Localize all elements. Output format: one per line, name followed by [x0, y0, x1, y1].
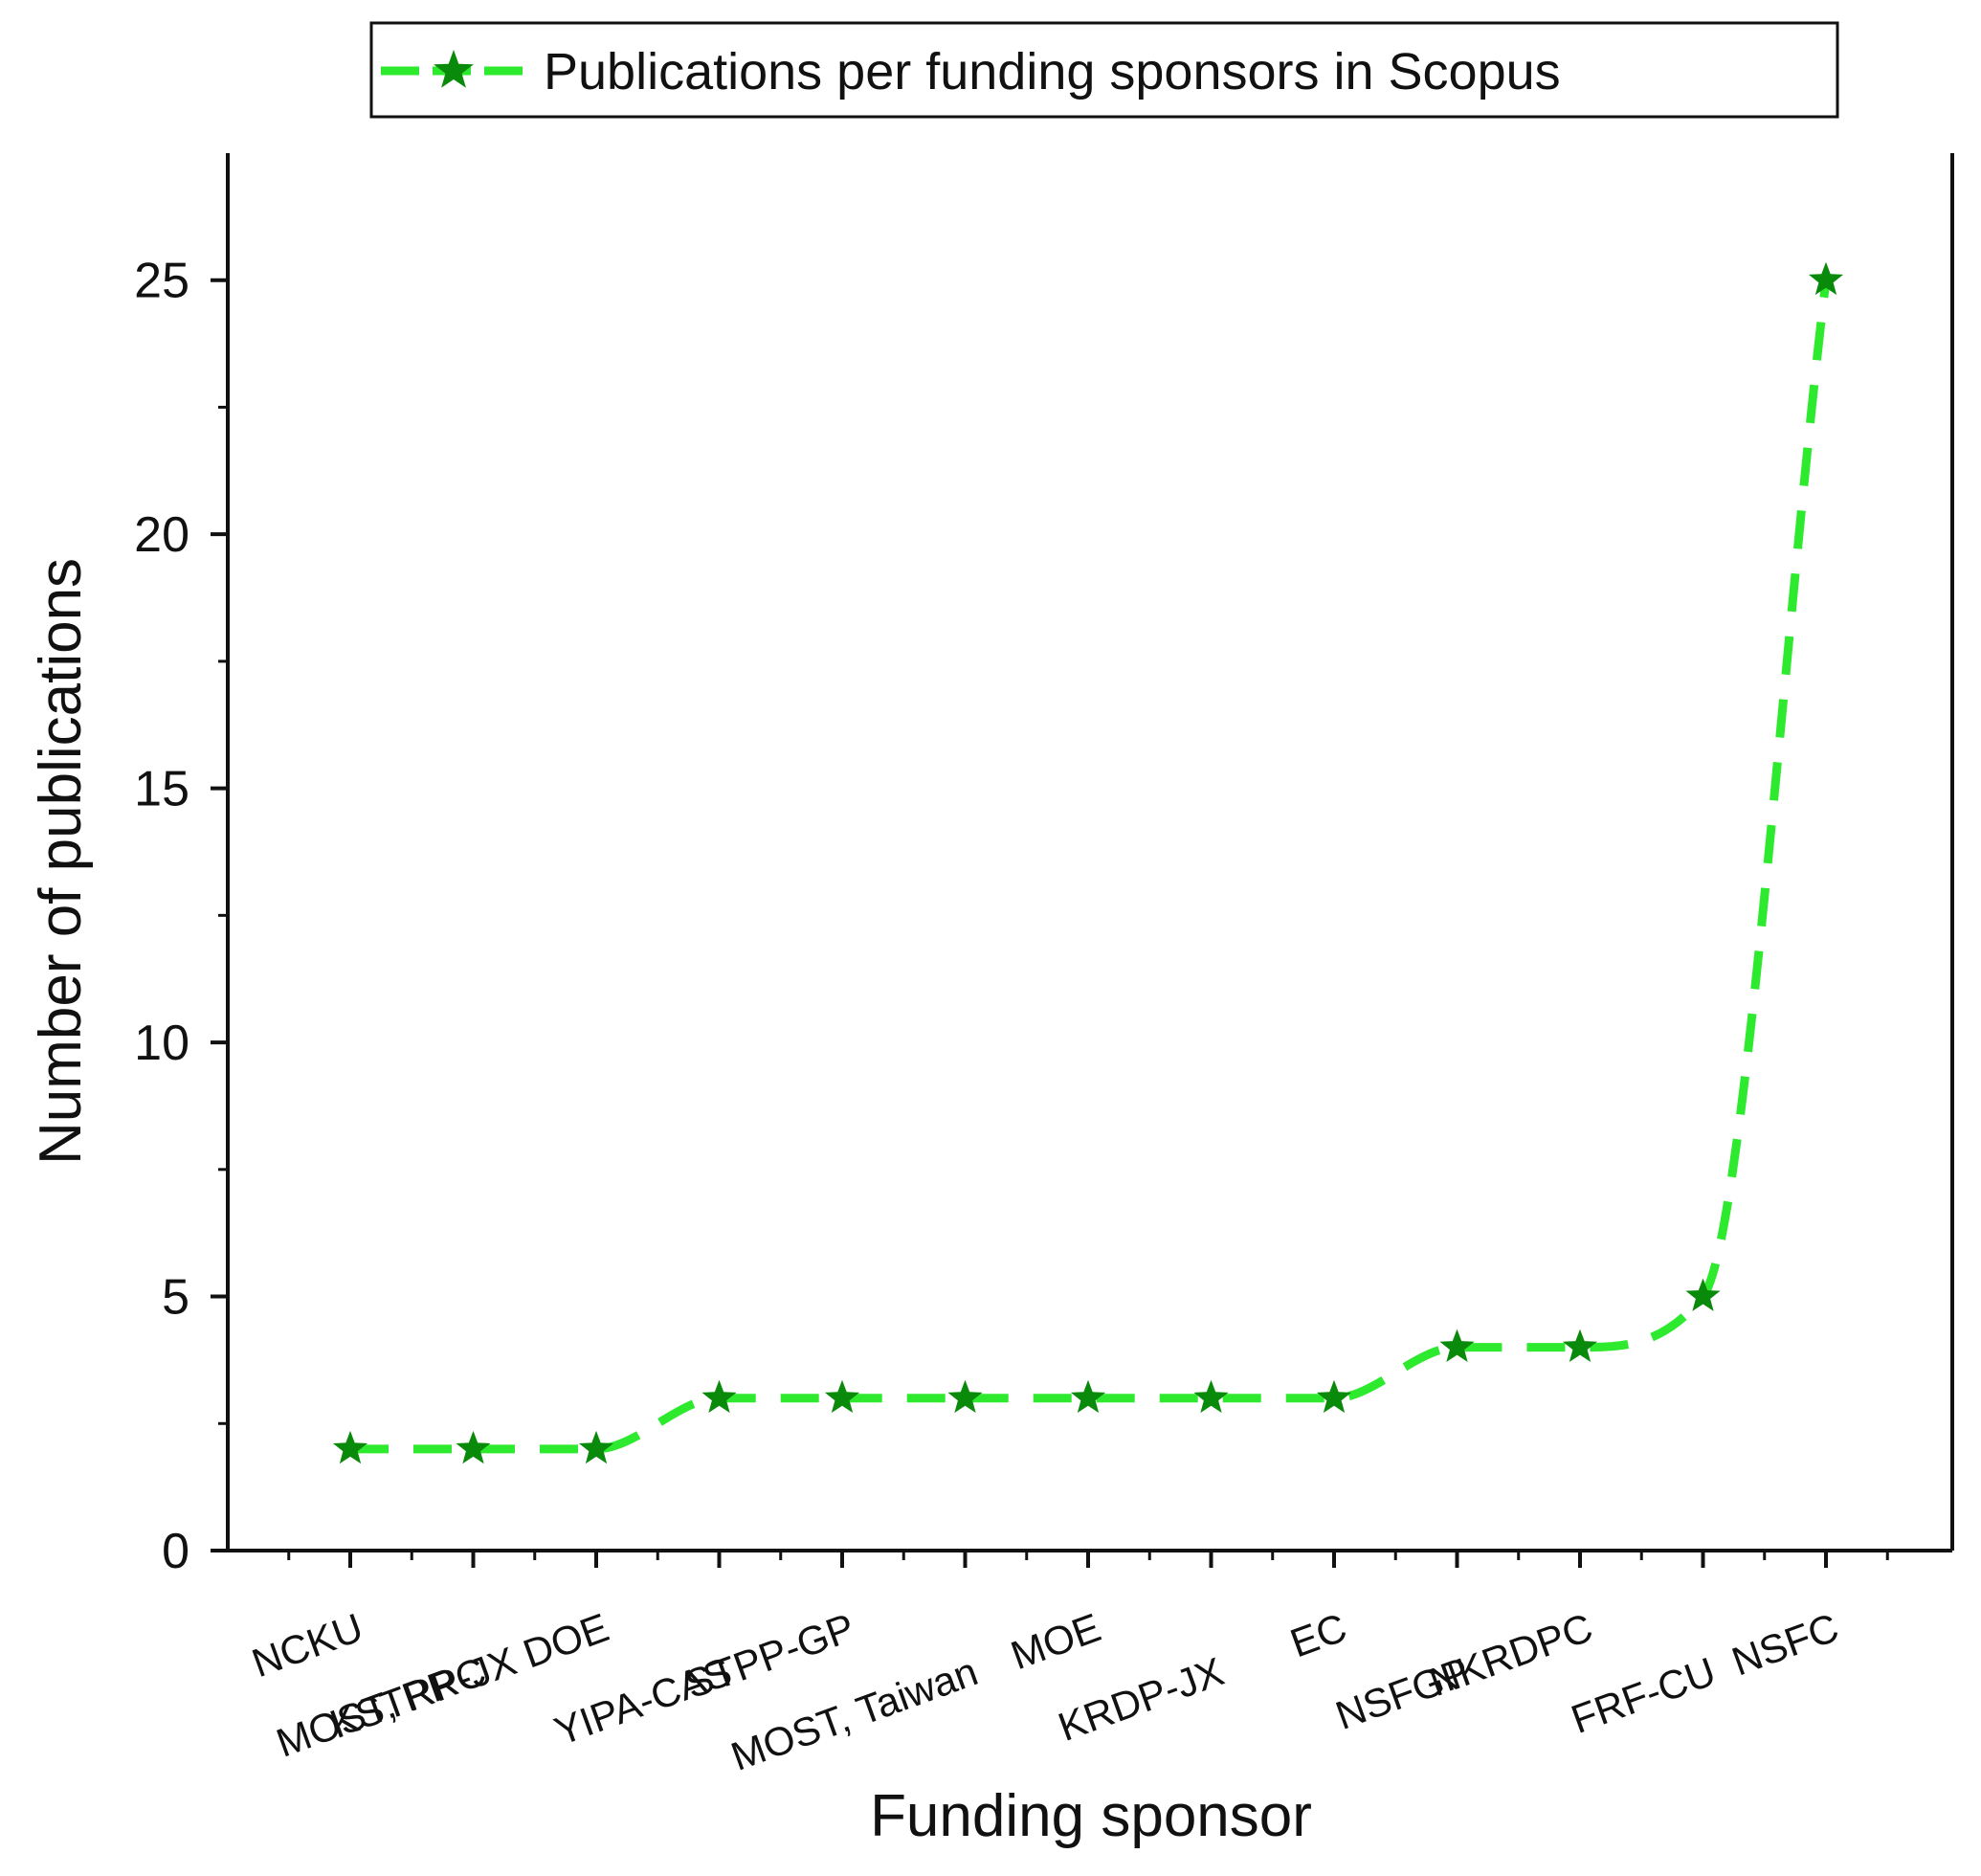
x-axis-label: Funding sponsor: [870, 1783, 1312, 1849]
legend-label: Publications per funding sponsors in Sco…: [544, 43, 1561, 100]
series-layer: [332, 261, 1844, 1464]
y-tick-label: 5: [162, 1270, 189, 1326]
data-point-star: [701, 1379, 737, 1414]
data-point-star: [1070, 1379, 1106, 1414]
data-point-star: [456, 1430, 491, 1464]
data-point-star: [947, 1379, 983, 1414]
y-tick-label: 20: [134, 507, 189, 563]
legend: Publications per funding sponsors in Sco…: [369, 21, 1839, 119]
x-tick-label: MOE: [1005, 1604, 1106, 1678]
x-tick-label: EC: [1284, 1604, 1352, 1665]
data-point-star: [824, 1379, 860, 1414]
x-tick-label: NCKU: [246, 1604, 368, 1686]
y-tick-label: 15: [134, 762, 189, 817]
data-point-star: [1685, 1278, 1721, 1311]
data-point-star: [332, 1430, 368, 1464]
plot-frame: [226, 153, 1954, 1552]
x-tick-label: KRDP-JX: [1053, 1648, 1230, 1750]
data-point-star: [1193, 1379, 1229, 1414]
x-tick-label: FRF-CU: [1566, 1648, 1722, 1742]
y-tick-label: 25: [134, 254, 189, 309]
data-point-star: [1316, 1379, 1352, 1414]
data-point-star: [578, 1430, 614, 1464]
data-point-star: [1439, 1329, 1475, 1363]
y-tick-label: 10: [134, 1016, 189, 1071]
x-tick-label: NSFC: [1726, 1604, 1845, 1684]
x-tick-label: NKRDPC: [1423, 1604, 1598, 1705]
legend-star-marker: [434, 50, 474, 88]
x-tick-label: STPP-GP: [679, 1604, 860, 1707]
y-tick-label: 0: [162, 1524, 189, 1579]
data-point-star: [1808, 261, 1844, 296]
legend-box: [369, 21, 1839, 119]
y-axis-label: Number of publications: [28, 558, 94, 1165]
y-axis-ticks: 0 5 10 15 20 25: [134, 254, 228, 1579]
data-point-star: [1562, 1329, 1598, 1363]
series-line: [350, 279, 1831, 1454]
